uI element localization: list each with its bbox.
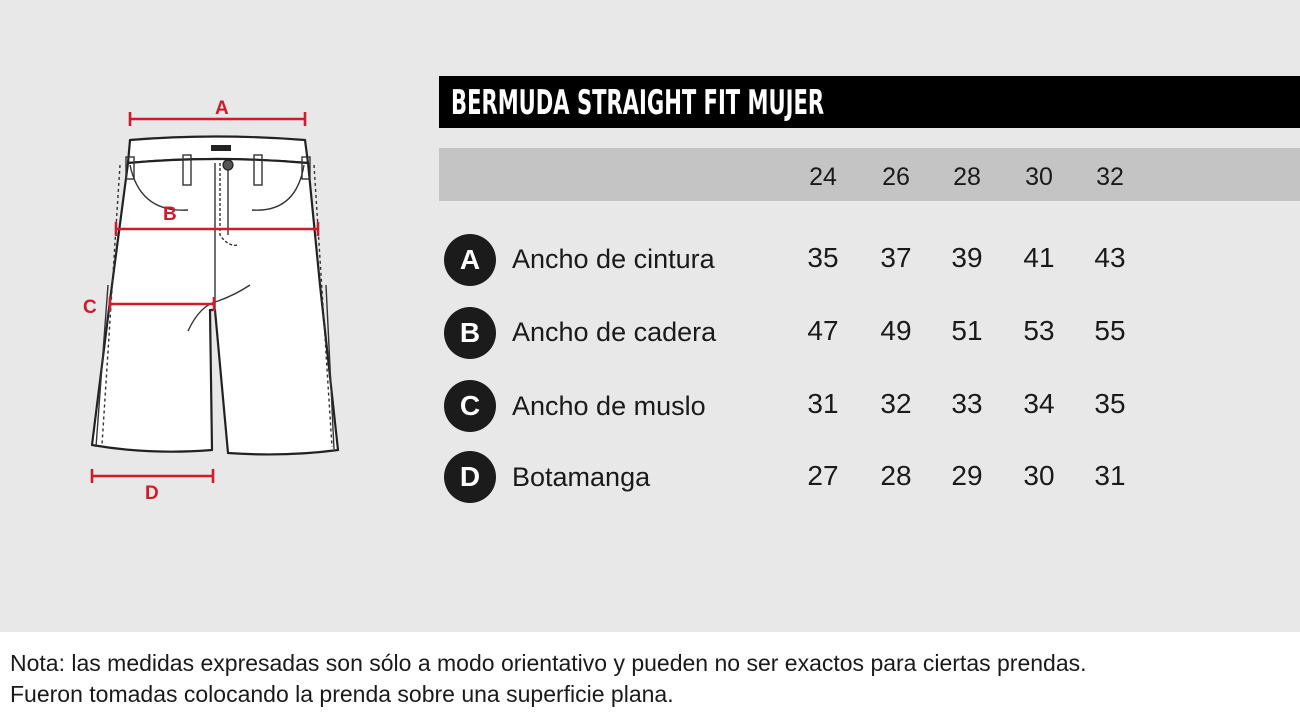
- row-label: Botamanga: [512, 462, 651, 492]
- table-cell: 27: [807, 460, 839, 491]
- measure-label-b: B: [163, 204, 177, 225]
- row-badge-c: C: [444, 380, 496, 432]
- footnote-line-2: Fueron tomadas colocando la prenda sobre…: [10, 681, 674, 707]
- measure-label-a: A: [215, 98, 229, 119]
- size-header-cell: 26: [882, 163, 910, 191]
- table-cell: 51: [951, 315, 983, 346]
- table-cell: 55: [1094, 315, 1126, 346]
- table-cell: 32: [880, 388, 912, 419]
- title-bar: BERMUDA STRAIGHT FIT MUJER: [439, 76, 1300, 128]
- size-header-cell: 32: [1096, 163, 1124, 191]
- table-cell: 53: [1023, 315, 1055, 346]
- table-cell: 37: [880, 242, 912, 273]
- footnote-line-1: Nota: las medidas expresadas son sólo a …: [10, 650, 1087, 676]
- row-label: Ancho de cintura: [512, 244, 715, 274]
- button-icon: [222, 159, 234, 171]
- measure-label-c: C: [83, 297, 97, 318]
- table-cell: 34: [1023, 388, 1055, 419]
- table-cell: 31: [807, 388, 839, 419]
- row-badge-a: A: [444, 234, 496, 286]
- table-cell: 47: [807, 315, 839, 346]
- page-title: BERMUDA STRAIGHT FIT MUJER: [451, 83, 825, 123]
- shorts-diagram: A B C D: [83, 98, 340, 504]
- table-cell: 35: [1094, 388, 1126, 419]
- table-cell: 29: [951, 460, 983, 491]
- row-label: Ancho de cadera: [512, 317, 717, 347]
- row-badge-b: B: [444, 307, 496, 359]
- table-cell: 49: [880, 315, 912, 346]
- table-cell: 28: [880, 460, 912, 491]
- size-header-cell: 28: [953, 163, 981, 191]
- table-cell: 43: [1094, 242, 1126, 273]
- size-header-cell: 24: [809, 163, 837, 191]
- table-cell: 30: [1023, 460, 1055, 491]
- row-label: Ancho de muslo: [512, 391, 706, 421]
- size-header-bar: [439, 148, 1300, 201]
- brand-label-icon: [211, 145, 231, 151]
- row-badge-d: D: [444, 451, 496, 503]
- table-cell: 39: [951, 242, 983, 273]
- table-cell: 33: [951, 388, 983, 419]
- table-cell: 41: [1023, 242, 1055, 273]
- size-header-cell: 30: [1025, 163, 1053, 191]
- measure-label-d: D: [145, 483, 159, 504]
- table-cell: 35: [807, 242, 839, 273]
- table-cell: 31: [1094, 460, 1126, 491]
- footnote: Nota: las medidas expresadas son sólo a …: [10, 648, 1087, 710]
